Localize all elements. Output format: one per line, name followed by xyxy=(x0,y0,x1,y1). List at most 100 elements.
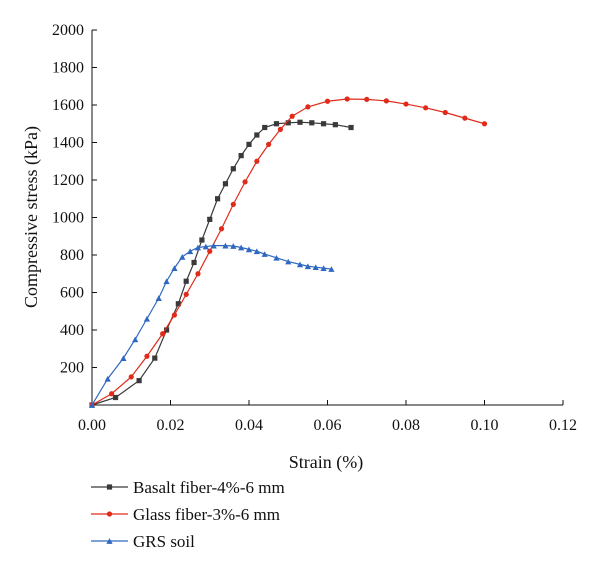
legend-label-1: Basalt fiber-4%-6 mm xyxy=(133,478,285,497)
data-point-series-2 xyxy=(481,121,488,127)
data-point-series-2 xyxy=(305,104,311,110)
y-tick-label: 1400 xyxy=(52,135,84,152)
legend-item-1: Basalt fiber-4%-6 mm xyxy=(91,478,285,497)
data-point-series-1 xyxy=(222,181,229,187)
data-point-series-2 xyxy=(423,105,429,111)
data-point-series-2 xyxy=(462,115,468,121)
series-2 xyxy=(89,96,488,408)
data-point-series-1 xyxy=(230,166,236,172)
y-tick-label: 400 xyxy=(60,322,84,339)
data-point-series-1 xyxy=(136,378,142,384)
data-point-series-3 xyxy=(179,254,186,260)
data-point-series-2 xyxy=(442,109,448,116)
legend-item-2: Glass fiber-3%-6 mm xyxy=(91,505,280,524)
x-axis-label: Strain (%) xyxy=(289,452,363,473)
legend-marker-3 xyxy=(106,538,113,544)
data-point-series-3 xyxy=(296,261,304,268)
data-point-series-2 xyxy=(144,353,150,359)
x-tick-label: 0.06 xyxy=(314,417,342,434)
series-line-3 xyxy=(91,245,332,406)
legend-label-3: GRS soil xyxy=(133,532,195,551)
data-point-series-3 xyxy=(143,315,151,322)
series-layer xyxy=(88,96,488,408)
data-point-series-1 xyxy=(199,237,205,243)
x-tick-label: 0.12 xyxy=(549,417,577,434)
data-point-series-1 xyxy=(238,153,244,159)
data-point-series-3 xyxy=(304,263,311,270)
data-point-series-1 xyxy=(309,120,315,126)
data-point-series-2 xyxy=(364,96,370,102)
data-point-series-3 xyxy=(222,242,229,249)
legend: Basalt fiber-4%-6 mm Glass fiber-3%-6 mm G… xyxy=(91,478,285,551)
data-point-series-2 xyxy=(128,374,134,380)
data-point-series-3 xyxy=(230,243,237,249)
data-point-series-2 xyxy=(277,126,283,132)
x-tick-label: 0.00 xyxy=(78,417,106,434)
y-tick-label: 1800 xyxy=(52,60,84,77)
data-point-series-3 xyxy=(320,265,327,271)
legend-marker-1 xyxy=(106,484,113,490)
data-point-series-3 xyxy=(104,375,111,382)
data-point-series-3 xyxy=(132,336,139,343)
y-tick-label: 800 xyxy=(60,247,84,264)
data-point-series-3 xyxy=(273,254,280,261)
legend-item-3: GRS soil xyxy=(91,532,195,551)
data-point-series-1 xyxy=(254,132,260,138)
axes-layer: 200 400 600 800 1000 1200 1400 1600 1800 2000 0.00… xyxy=(52,22,577,434)
data-point-series-1 xyxy=(297,119,303,125)
y-tick-label: 1600 xyxy=(52,97,84,114)
y-tick-label: 2000 xyxy=(52,22,84,39)
y-tick-label: 1000 xyxy=(52,210,84,227)
data-point-series-2 xyxy=(266,141,272,147)
series-line-2 xyxy=(91,98,485,406)
data-point-series-2 xyxy=(324,98,331,104)
data-point-series-1 xyxy=(246,141,252,147)
data-point-series-2 xyxy=(195,271,201,277)
data-point-series-3 xyxy=(194,244,202,251)
x-tick-label: 0.10 xyxy=(471,417,499,434)
data-point-series-3 xyxy=(163,278,170,285)
data-point-series-2 xyxy=(230,201,236,207)
data-point-series-1 xyxy=(175,301,181,307)
data-point-series-3 xyxy=(171,265,178,271)
data-point-series-1 xyxy=(285,120,291,126)
series-1 xyxy=(89,119,354,408)
data-point-series-1 xyxy=(152,355,158,361)
data-point-series-3 xyxy=(328,266,335,272)
data-point-series-1 xyxy=(112,394,119,401)
data-point-series-2 xyxy=(171,312,178,318)
legend-label-2: Glass fiber-3%-6 mm xyxy=(133,505,280,524)
data-point-series-3 xyxy=(245,246,253,253)
data-point-series-1 xyxy=(262,124,268,131)
y-tick-label: 600 xyxy=(60,285,84,302)
data-point-series-2 xyxy=(109,391,115,397)
data-point-series-1 xyxy=(163,327,170,333)
data-point-series-2 xyxy=(344,96,350,102)
x-tick-label: 0.08 xyxy=(392,417,420,434)
data-point-series-3 xyxy=(238,244,245,251)
data-point-series-2 xyxy=(254,158,260,164)
data-point-series-1 xyxy=(191,259,197,266)
series-3 xyxy=(88,242,335,408)
data-point-series-1 xyxy=(183,278,189,284)
data-point-series-1 xyxy=(207,216,213,222)
data-point-series-2 xyxy=(383,98,389,104)
x-tick-label: 0.02 xyxy=(157,417,185,434)
y-tick-label: 200 xyxy=(60,360,84,377)
data-point-series-1 xyxy=(332,122,338,128)
data-point-series-3 xyxy=(120,355,127,361)
data-point-series-2 xyxy=(242,179,248,185)
data-point-series-3 xyxy=(253,248,260,255)
y-tick-label: 1200 xyxy=(52,172,84,189)
data-point-series-3 xyxy=(187,248,194,255)
data-point-series-2 xyxy=(403,101,409,107)
y-axis-label: Compressive stress (kPa) xyxy=(21,126,42,308)
data-point-series-3 xyxy=(88,402,96,408)
data-point-series-3 xyxy=(285,258,292,265)
x-tick-label: 0.04 xyxy=(235,417,263,434)
legend-marker-2 xyxy=(106,511,113,517)
data-point-series-3 xyxy=(155,295,162,301)
data-point-series-2 xyxy=(207,248,213,254)
